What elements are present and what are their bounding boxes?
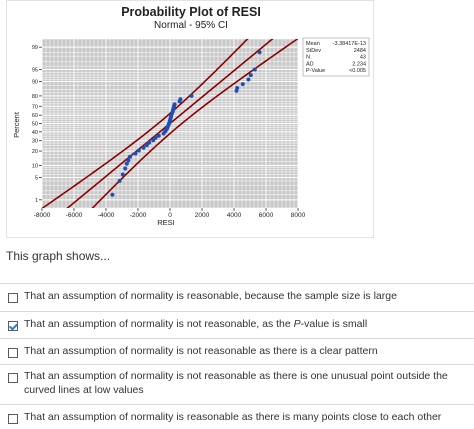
x-tick-label: -6000 [66,212,83,219]
answer-label: That an assumption of normality is not r… [24,370,448,396]
answer-option[interactable]: That an assumption of normality is reaso… [0,283,474,311]
x-tick-label: -2000 [130,212,147,219]
stat-name: P-Value [306,68,325,74]
checkbox-checked[interactable] [8,321,18,331]
x-tick-label: 6000 [259,212,274,219]
data-point [257,50,262,55]
checkbox[interactable] [8,414,18,424]
answer-option[interactable]: That an assumption of normality is not r… [0,338,474,364]
stat-name: StDev [306,48,321,54]
y-tick-label: 80 [32,94,38,100]
y-tick-label: 40 [32,130,38,136]
checkbox[interactable] [8,293,18,303]
confidence-band-lower [91,39,298,208]
y-tick-label: 50 [32,122,38,128]
y-tick-label: 30 [32,139,38,145]
data-point [156,133,161,138]
data-point [172,102,177,107]
stat-name: Mean [306,41,320,47]
probability-plot: Probability Plot of RESI Normal - 95% CI… [12,5,370,227]
y-tick-label: 95 [32,68,38,74]
y-tick-label: 10 [32,164,38,170]
y-tick-label: 70 [32,104,38,110]
data-point [240,82,245,87]
data-point [123,166,128,171]
answer-label-italic: P [293,318,301,330]
x-tick-label: 8000 [291,212,306,219]
y-tick-label: 99 [32,45,38,51]
answer-label-part: That an assumption of normality is not r… [24,318,294,330]
stat-value: <0.005 [349,68,366,74]
x-axis-label: RESI [157,218,175,227]
stats-box [302,37,370,77]
stat-name: N [306,55,310,61]
data-point [141,145,146,150]
plot-subtitle: Normal - 95% CI [154,20,228,31]
y-tick-label: 1 [35,198,38,204]
data-point [252,67,257,72]
data-point [147,140,152,145]
answer-option[interactable]: That an assumption of normality is not r… [0,311,474,338]
data-point [124,161,129,166]
probability-plot-panel: Probability Plot of RESI Normal - 95% CI… [6,0,374,238]
answer-label: That an assumption of normality is not r… [24,345,378,357]
data-point [189,93,194,98]
stats-legend: Mean -3.38417E-13 StDev 2484 N 43 AD 2.234 P-Val… [302,37,370,77]
data-point [120,172,125,177]
stat-value: 2484 [354,48,366,54]
y-tick-label: 90 [32,79,38,85]
x-tick-label: -4000 [98,212,115,219]
data-point [110,192,115,197]
question-prompt: This graph shows... [6,249,111,263]
stat-value: 43 [360,55,366,61]
answer-label-part: -value is small [300,318,368,330]
data-point [178,97,183,102]
checkbox[interactable] [8,373,18,383]
stat-value: 2.234 [352,61,366,67]
checkbox[interactable] [8,348,18,358]
answer-label: That an assumption of normality is not r… [24,317,474,331]
stat-value: -3.38417E-13 [333,41,366,47]
answer-label: That an assumption of normality is reaso… [24,290,397,302]
data-point [136,148,141,153]
data-point [133,151,138,156]
data-point [235,86,240,91]
data-point [248,73,253,78]
answer-label: That an assumption of normality is reaso… [24,411,442,423]
plot-title: Probability Plot of RESI [121,5,261,19]
data-point [128,154,132,159]
stat-name: AD [306,61,314,67]
data-point [246,77,251,82]
x-tick-label: 2000 [195,212,210,219]
y-tick-label: 5 [35,175,38,181]
y-tick-label: 20 [32,149,38,155]
answer-option[interactable]: That an assumption of normality is not r… [0,364,474,404]
confidence-band-upper [42,39,249,208]
data-point [153,135,158,140]
y-tick-label: 60 [32,113,38,119]
plot-area: -8000 -6000 -4000 -2000 0 2000 4000 6000 8000 1 5 1… [32,38,306,219]
x-tick-label: -8000 [34,212,51,219]
data-point [144,143,149,148]
x-tick-label: 4000 [227,212,242,219]
x-tick-label: 0 [168,212,172,219]
y-axis-label: Percent [12,111,21,138]
data-point [126,158,131,163]
data-point [117,178,122,183]
answer-option[interactable]: That an assumption of normality is reaso… [0,404,474,429]
